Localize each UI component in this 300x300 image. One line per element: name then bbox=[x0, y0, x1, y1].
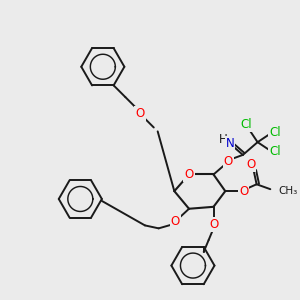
Text: H: H bbox=[219, 133, 228, 146]
Text: N: N bbox=[226, 136, 235, 150]
Text: Cl: Cl bbox=[269, 126, 281, 139]
Text: O: O bbox=[239, 184, 248, 198]
Text: O: O bbox=[209, 218, 218, 231]
Text: Cl: Cl bbox=[269, 146, 281, 158]
Text: O: O bbox=[184, 168, 194, 181]
Text: O: O bbox=[171, 215, 180, 228]
Text: Cl: Cl bbox=[240, 118, 252, 131]
Text: O: O bbox=[135, 107, 145, 120]
Text: CH₃: CH₃ bbox=[278, 186, 297, 196]
Text: O: O bbox=[224, 155, 233, 168]
Text: O: O bbox=[246, 158, 255, 171]
